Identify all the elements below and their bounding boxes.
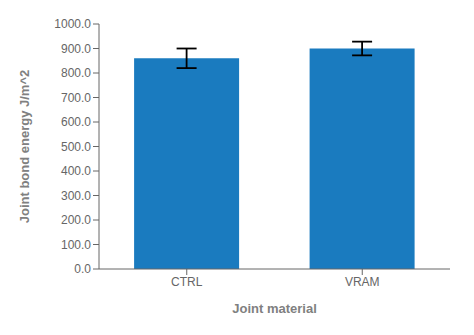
svg-text:1000.0: 1000.0 (54, 17, 91, 31)
svg-text:500.0: 500.0 (61, 140, 91, 154)
svg-text:600.0: 600.0 (61, 115, 91, 129)
svg-text:100.0: 100.0 (61, 238, 91, 252)
svg-text:400.0: 400.0 (61, 164, 91, 178)
svg-text:200.0: 200.0 (61, 213, 91, 227)
svg-text:VRAM: VRAM (345, 275, 380, 289)
svg-text:Joint material: Joint material (232, 301, 317, 316)
svg-text:800.0: 800.0 (61, 66, 91, 80)
svg-text:0.0: 0.0 (74, 262, 91, 276)
svg-text:900.0: 900.0 (61, 42, 91, 56)
svg-text:Joint bond energy J/m^2: Joint bond energy J/m^2 (17, 70, 32, 224)
svg-text:700.0: 700.0 (61, 91, 91, 105)
svg-text:CTRL: CTRL (171, 275, 203, 289)
svg-text:300.0: 300.0 (61, 189, 91, 203)
